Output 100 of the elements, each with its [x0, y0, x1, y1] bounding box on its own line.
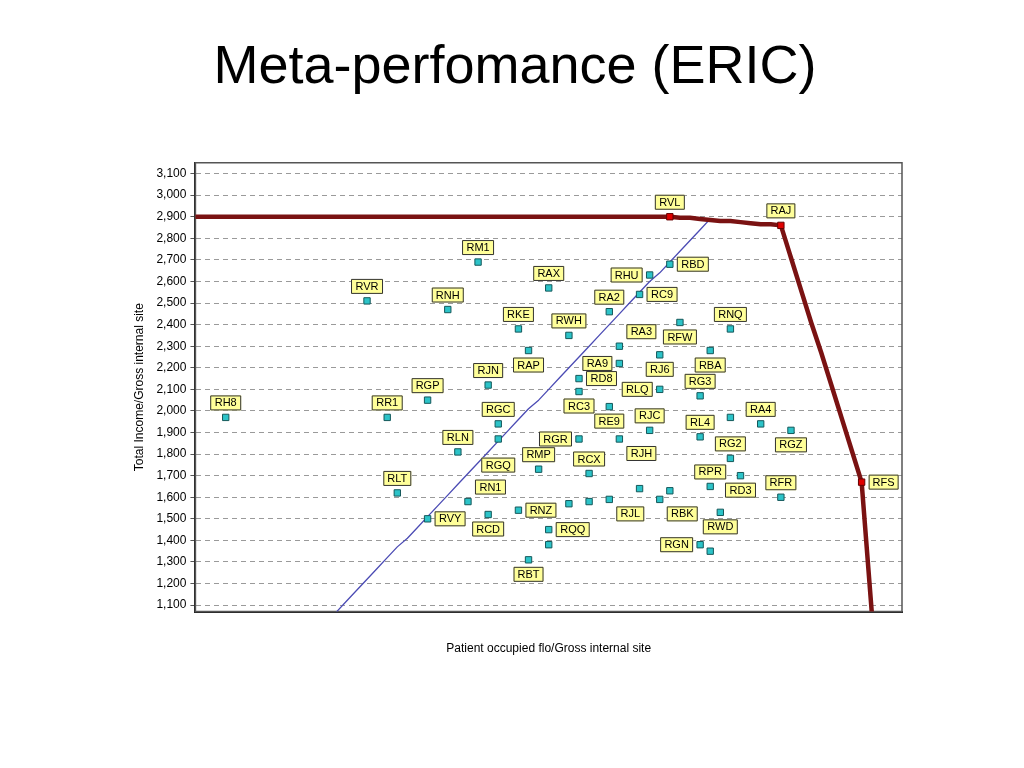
point — [222, 413, 230, 422]
data-label: RLT — [387, 471, 408, 484]
data-label: RAX — [537, 266, 561, 279]
y-tick-label: 2,300 — [156, 338, 187, 353]
y-tick-label: 1,300 — [156, 554, 187, 569]
y-tick-label: 2,700 — [156, 252, 187, 267]
y-tick-label: 3,000 — [156, 187, 187, 202]
point — [524, 556, 533, 564]
point — [464, 497, 472, 506]
point — [706, 482, 714, 491]
point — [393, 489, 401, 497]
y-tick-label: 3,100 — [156, 165, 187, 180]
data-label: RH8 — [214, 396, 237, 409]
data-label: RNZ — [529, 503, 553, 516]
data-label: RVL — [659, 195, 681, 208]
y-tick-label: 2,000 — [156, 403, 187, 418]
point — [716, 508, 724, 517]
point — [534, 465, 543, 473]
data-label: RA3 — [630, 325, 653, 338]
point — [423, 515, 432, 523]
point — [666, 213, 674, 221]
y-tick-label: 1,900 — [156, 424, 187, 439]
data-label: RWD — [707, 520, 734, 533]
data-label: RC9 — [651, 287, 674, 300]
data-label: RBA — [698, 358, 723, 371]
data-label: RD3 — [729, 483, 752, 496]
point — [635, 290, 644, 299]
point — [605, 308, 613, 316]
data-label: RJH — [630, 447, 653, 460]
point — [615, 359, 624, 368]
data-label: RBK — [670, 507, 695, 520]
data-label: RG3 — [688, 374, 712, 387]
data-label: RPR — [698, 465, 722, 478]
point — [484, 381, 492, 389]
point — [777, 221, 785, 230]
data-label: RLN — [446, 430, 469, 443]
data-label: RJL — [620, 507, 641, 520]
data-label: RVR — [355, 279, 379, 292]
data-label: RFS — [872, 475, 895, 488]
data-label: RJC — [638, 409, 661, 422]
point — [656, 385, 664, 394]
point — [575, 435, 583, 443]
data-label: RQQ — [560, 523, 586, 536]
point — [787, 426, 795, 435]
point — [484, 510, 492, 519]
data-label: RVY — [438, 512, 462, 525]
point — [363, 297, 371, 305]
data-label: RD8 — [590, 372, 613, 385]
point — [575, 387, 583, 396]
point — [524, 346, 533, 355]
point — [605, 495, 613, 504]
data-label: RGP — [415, 379, 440, 392]
point — [666, 260, 674, 268]
data-label: RMP — [526, 448, 551, 461]
point — [565, 500, 573, 508]
data-label: RFW — [667, 330, 694, 343]
point — [545, 525, 553, 534]
data-label: RG2 — [719, 437, 742, 450]
data-label: RBD — [681, 257, 705, 270]
data-label: RCX — [577, 452, 602, 465]
data-label: RHU — [614, 268, 639, 281]
point — [696, 392, 704, 400]
data-label: RGZ — [779, 438, 803, 451]
point — [585, 497, 593, 506]
data-label: RJN — [477, 364, 499, 377]
y-tick-label: 1,600 — [156, 489, 187, 504]
data-label: RNQ — [718, 307, 744, 320]
data-label: RGR — [543, 432, 568, 445]
data-label: RAP — [517, 358, 540, 371]
point — [696, 433, 704, 441]
data-label: RL4 — [690, 415, 711, 428]
point — [454, 448, 462, 456]
point — [726, 325, 735, 333]
data-label: RC3 — [567, 399, 590, 412]
y-tick-label: 2,900 — [156, 209, 187, 224]
point — [706, 346, 714, 355]
data-label: RGQ — [485, 458, 512, 471]
point — [383, 413, 391, 422]
point — [726, 413, 735, 422]
data-label: RA2 — [598, 290, 620, 303]
y-tick-label: 1,200 — [156, 575, 187, 590]
point — [494, 435, 502, 443]
data-label: RGN — [664, 538, 689, 551]
y-tick-label: 1,700 — [156, 467, 187, 482]
point — [706, 547, 714, 555]
point — [676, 318, 684, 327]
y-tick-label: 1,400 — [156, 532, 187, 547]
data-label: RM1 — [466, 241, 490, 254]
point — [605, 402, 613, 411]
y-tick-label: 2,400 — [156, 316, 187, 331]
point — [565, 331, 573, 340]
point — [656, 495, 664, 504]
data-label: RR1 — [376, 396, 399, 409]
point — [777, 493, 785, 501]
point — [615, 435, 624, 443]
y-tick-label: 2,500 — [156, 295, 187, 310]
y-tick-label: 1,100 — [156, 597, 187, 612]
point — [726, 454, 735, 463]
point — [696, 541, 704, 549]
y-tick-label: 2,800 — [156, 230, 187, 245]
